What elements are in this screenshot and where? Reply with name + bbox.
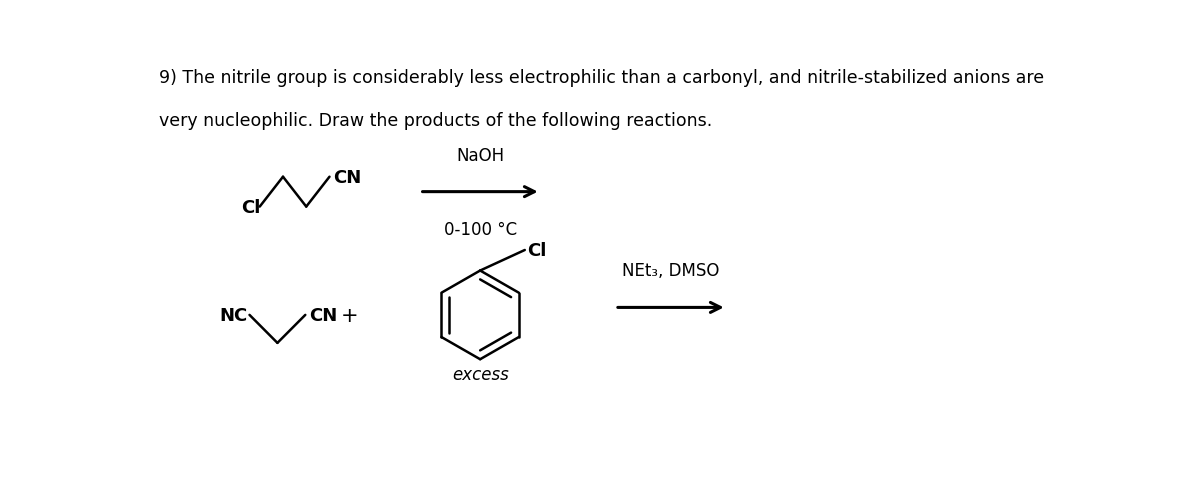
Text: Cl: Cl	[241, 198, 260, 216]
Text: CN: CN	[334, 168, 361, 186]
Text: +: +	[341, 305, 359, 325]
Text: NEt₃, DMSO: NEt₃, DMSO	[622, 262, 720, 280]
Text: very nucleophilic. Draw the products of the following reactions.: very nucleophilic. Draw the products of …	[160, 112, 713, 130]
Text: NaOH: NaOH	[456, 146, 504, 164]
Text: NC: NC	[220, 306, 248, 324]
Text: CN: CN	[310, 306, 337, 324]
Text: excess: excess	[451, 365, 509, 383]
Text: 0-100 °C: 0-100 °C	[444, 220, 517, 238]
Text: 9) The nitrile group is considerably less electrophilic than a carbonyl, and nit: 9) The nitrile group is considerably les…	[160, 69, 1044, 87]
Text: Cl: Cl	[528, 242, 547, 259]
